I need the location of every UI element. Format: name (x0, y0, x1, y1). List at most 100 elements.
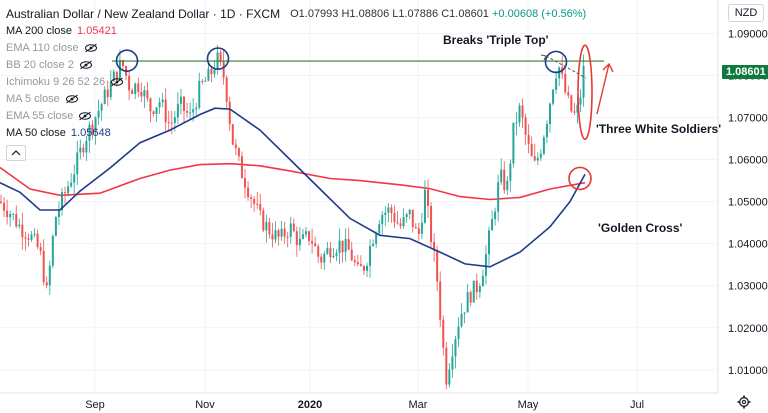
candle-body (344, 239, 347, 253)
candle-body (466, 292, 469, 313)
candle-body (256, 203, 259, 205)
indicator-row[interactable]: Ichimoku 9 26 52 26 (6, 73, 586, 90)
symbol-title[interactable]: Australian Dollar / New Zealand Dollar ·… (6, 7, 281, 21)
time-axis[interactable]: Sep Nov 2020 Mar May Jul (0, 392, 718, 411)
price-axis[interactable]: 1.01000 1.02000 1.03000 1.04000 1.05000 1.060… (717, 0, 768, 393)
gear-icon[interactable] (737, 395, 751, 409)
ma50-line (0, 107, 586, 268)
candle-body (503, 169, 506, 191)
close-value: C1.08601 (441, 8, 489, 20)
candle-body (21, 224, 24, 238)
candle-body (170, 122, 173, 124)
collapse-legend-button[interactable] (6, 145, 26, 161)
candle-body (228, 101, 231, 125)
candle-body (454, 339, 457, 357)
triple-top-circle (206, 47, 230, 70)
candle-body (362, 266, 365, 271)
candle-body (451, 356, 454, 370)
candle-body (500, 169, 503, 183)
price-tick-label: 1.04000 (728, 239, 768, 251)
triple-top-annotation: Breaks 'Triple Top' (443, 33, 549, 47)
candle-body (240, 156, 243, 179)
annotation-layer (112, 44, 614, 191)
candle-body (417, 228, 420, 234)
candle-body (140, 91, 143, 97)
candle-body (204, 80, 207, 82)
candle-body (234, 144, 237, 149)
candle-body (286, 236, 289, 238)
candle-body (301, 234, 304, 239)
ma200-layer (0, 162, 586, 201)
candle-body (524, 117, 527, 135)
indicator-row[interactable]: MA 50 close 1.05648 (6, 124, 586, 141)
candle-body (201, 80, 204, 82)
candle-body (57, 210, 60, 218)
time-tick-label: Sep (85, 399, 105, 411)
candle-body (530, 143, 533, 157)
triple-top-circle (544, 50, 568, 74)
indicator-label: MA 5 close (6, 92, 60, 105)
three-white-soldiers-annotation: 'Three White Soldiers' (596, 122, 722, 136)
currency-button[interactable]: NZD (728, 4, 764, 22)
candle-body (9, 214, 12, 218)
candle-body (448, 369, 451, 385)
candle-body (332, 255, 335, 258)
candle-body (210, 68, 213, 75)
candle-body (134, 83, 137, 95)
indicator-row[interactable]: MA 200 close 1.05421 (6, 22, 586, 39)
candle-body (283, 228, 286, 237)
hidden-eye-icon[interactable] (78, 111, 92, 121)
candle-body (472, 280, 475, 303)
time-tick-label: Jul (630, 399, 644, 411)
candle-body (247, 187, 250, 198)
candle-body (265, 222, 268, 231)
indicator-row[interactable]: EMA 55 close (6, 107, 586, 124)
candle-body (518, 105, 521, 123)
candle-body (555, 78, 558, 90)
candle-body (411, 209, 414, 227)
hidden-eye-icon[interactable] (84, 43, 98, 53)
candle-body (24, 237, 27, 239)
candle-body (146, 90, 149, 99)
candle-body (198, 80, 201, 108)
candle-body (442, 319, 445, 348)
candle-body (329, 248, 332, 258)
candle-body (445, 347, 448, 385)
indicator-row[interactable]: BB 20 close 2 (6, 56, 586, 73)
candle-body (222, 61, 225, 78)
candle-body (207, 68, 210, 81)
candle-body (298, 238, 301, 246)
candle-body (356, 262, 359, 265)
hidden-eye-icon[interactable] (110, 77, 124, 87)
candle-body (91, 124, 94, 133)
three-white-soldiers-ellipse (577, 44, 593, 141)
price-tick-label: 1.01000 (728, 365, 768, 377)
candle-body (545, 124, 548, 138)
candle-body (36, 233, 39, 248)
candle-body (164, 99, 167, 123)
candle-body (225, 77, 228, 102)
hidden-eye-icon[interactable] (65, 94, 79, 104)
hidden-eye-icon[interactable] (79, 60, 93, 70)
legend-header: Australian Dollar / New Zealand Dollar ·… (6, 6, 586, 22)
candle-body (573, 111, 576, 113)
candle-body (161, 99, 164, 103)
candle-body (73, 174, 76, 183)
candle-body (552, 89, 555, 104)
indicator-row[interactable]: MA 5 close (6, 90, 586, 107)
candle-body (423, 189, 426, 223)
candle-body (183, 96, 185, 112)
candle-body (45, 282, 48, 286)
candles-layer (0, 44, 585, 390)
indicator-row[interactable]: EMA 110 close (6, 39, 586, 56)
candle-body (390, 207, 393, 214)
bullish-arrow-head (602, 62, 614, 73)
candle-body (488, 230, 490, 255)
bullish-arrow-shaft (596, 63, 610, 115)
candle-body (497, 182, 500, 212)
candle-body (463, 312, 466, 314)
candle-body (128, 75, 131, 91)
candle-body (48, 265, 51, 286)
candle-body (76, 152, 79, 175)
